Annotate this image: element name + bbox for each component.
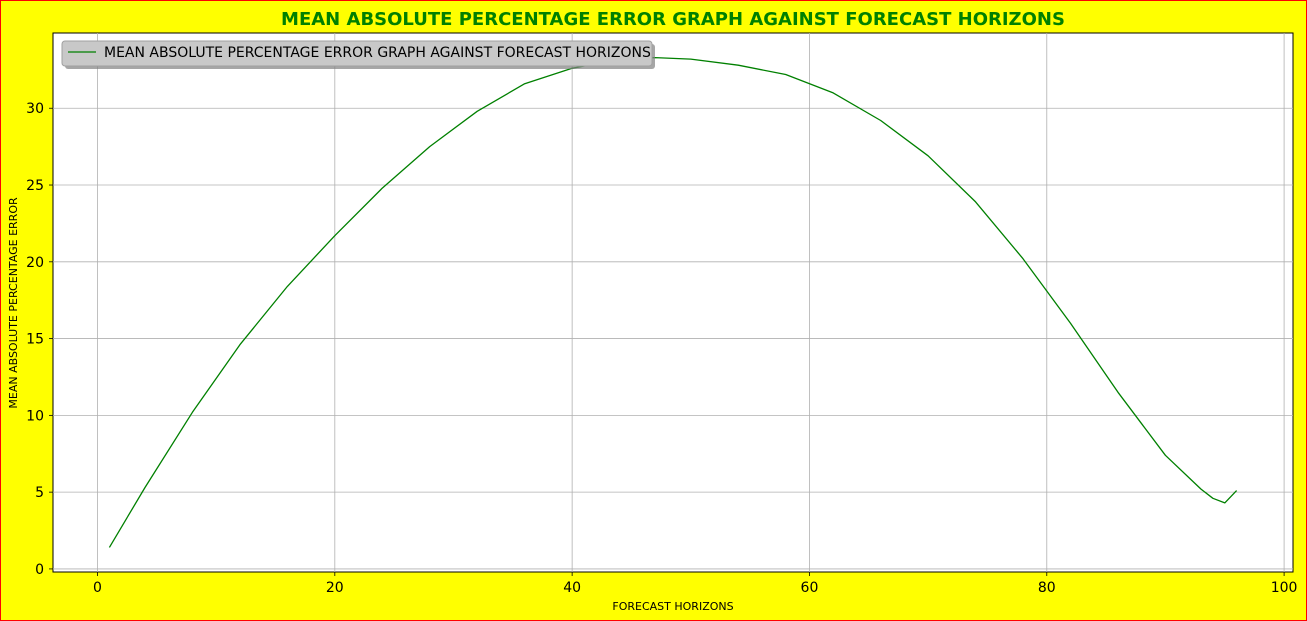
y-tick-label: 30 (26, 101, 44, 117)
y-axis-label: MEAN ABSOLUTE PERCENTAGE ERROR (7, 197, 20, 409)
x-tick-label: 80 (1038, 580, 1056, 596)
x-tick-label: 20 (326, 580, 344, 596)
x-tick-label: 100 (1271, 580, 1298, 596)
x-axis-label: FORECAST HORIZONS (612, 600, 733, 613)
y-tick-label: 10 (26, 408, 44, 424)
plot-area (52, 32, 1294, 573)
y-tick-label: 20 (26, 255, 44, 271)
x-axis: 0 20 40 60 80 100 (93, 572, 1297, 596)
x-tick-label: 0 (93, 580, 102, 596)
y-tick-label: 15 (26, 332, 44, 348)
y-tick-label: 25 (26, 178, 44, 194)
grid (53, 33, 1293, 572)
legend-box (61, 40, 653, 67)
series-layer (108, 56, 1238, 548)
legend-entry-label: MEAN ABSOLUTE PERCENTAGE ERROR GRAPH AGA… (104, 45, 651, 61)
x-tick-label: 40 (563, 580, 581, 596)
chart-title: MEAN ABSOLUTE PERCENTAGE ERROR GRAPH AGA… (281, 9, 1065, 30)
legend: MEAN ABSOLUTE PERCENTAGE ERROR GRAPH AGA… (61, 40, 655, 69)
series-line-mape (108, 56, 1238, 548)
x-tick-label: 60 (801, 580, 819, 596)
y-tick-label: 0 (35, 562, 44, 578)
y-tick-label: 5 (35, 485, 44, 501)
y-axis: 0 5 10 15 20 25 30 (26, 101, 53, 578)
